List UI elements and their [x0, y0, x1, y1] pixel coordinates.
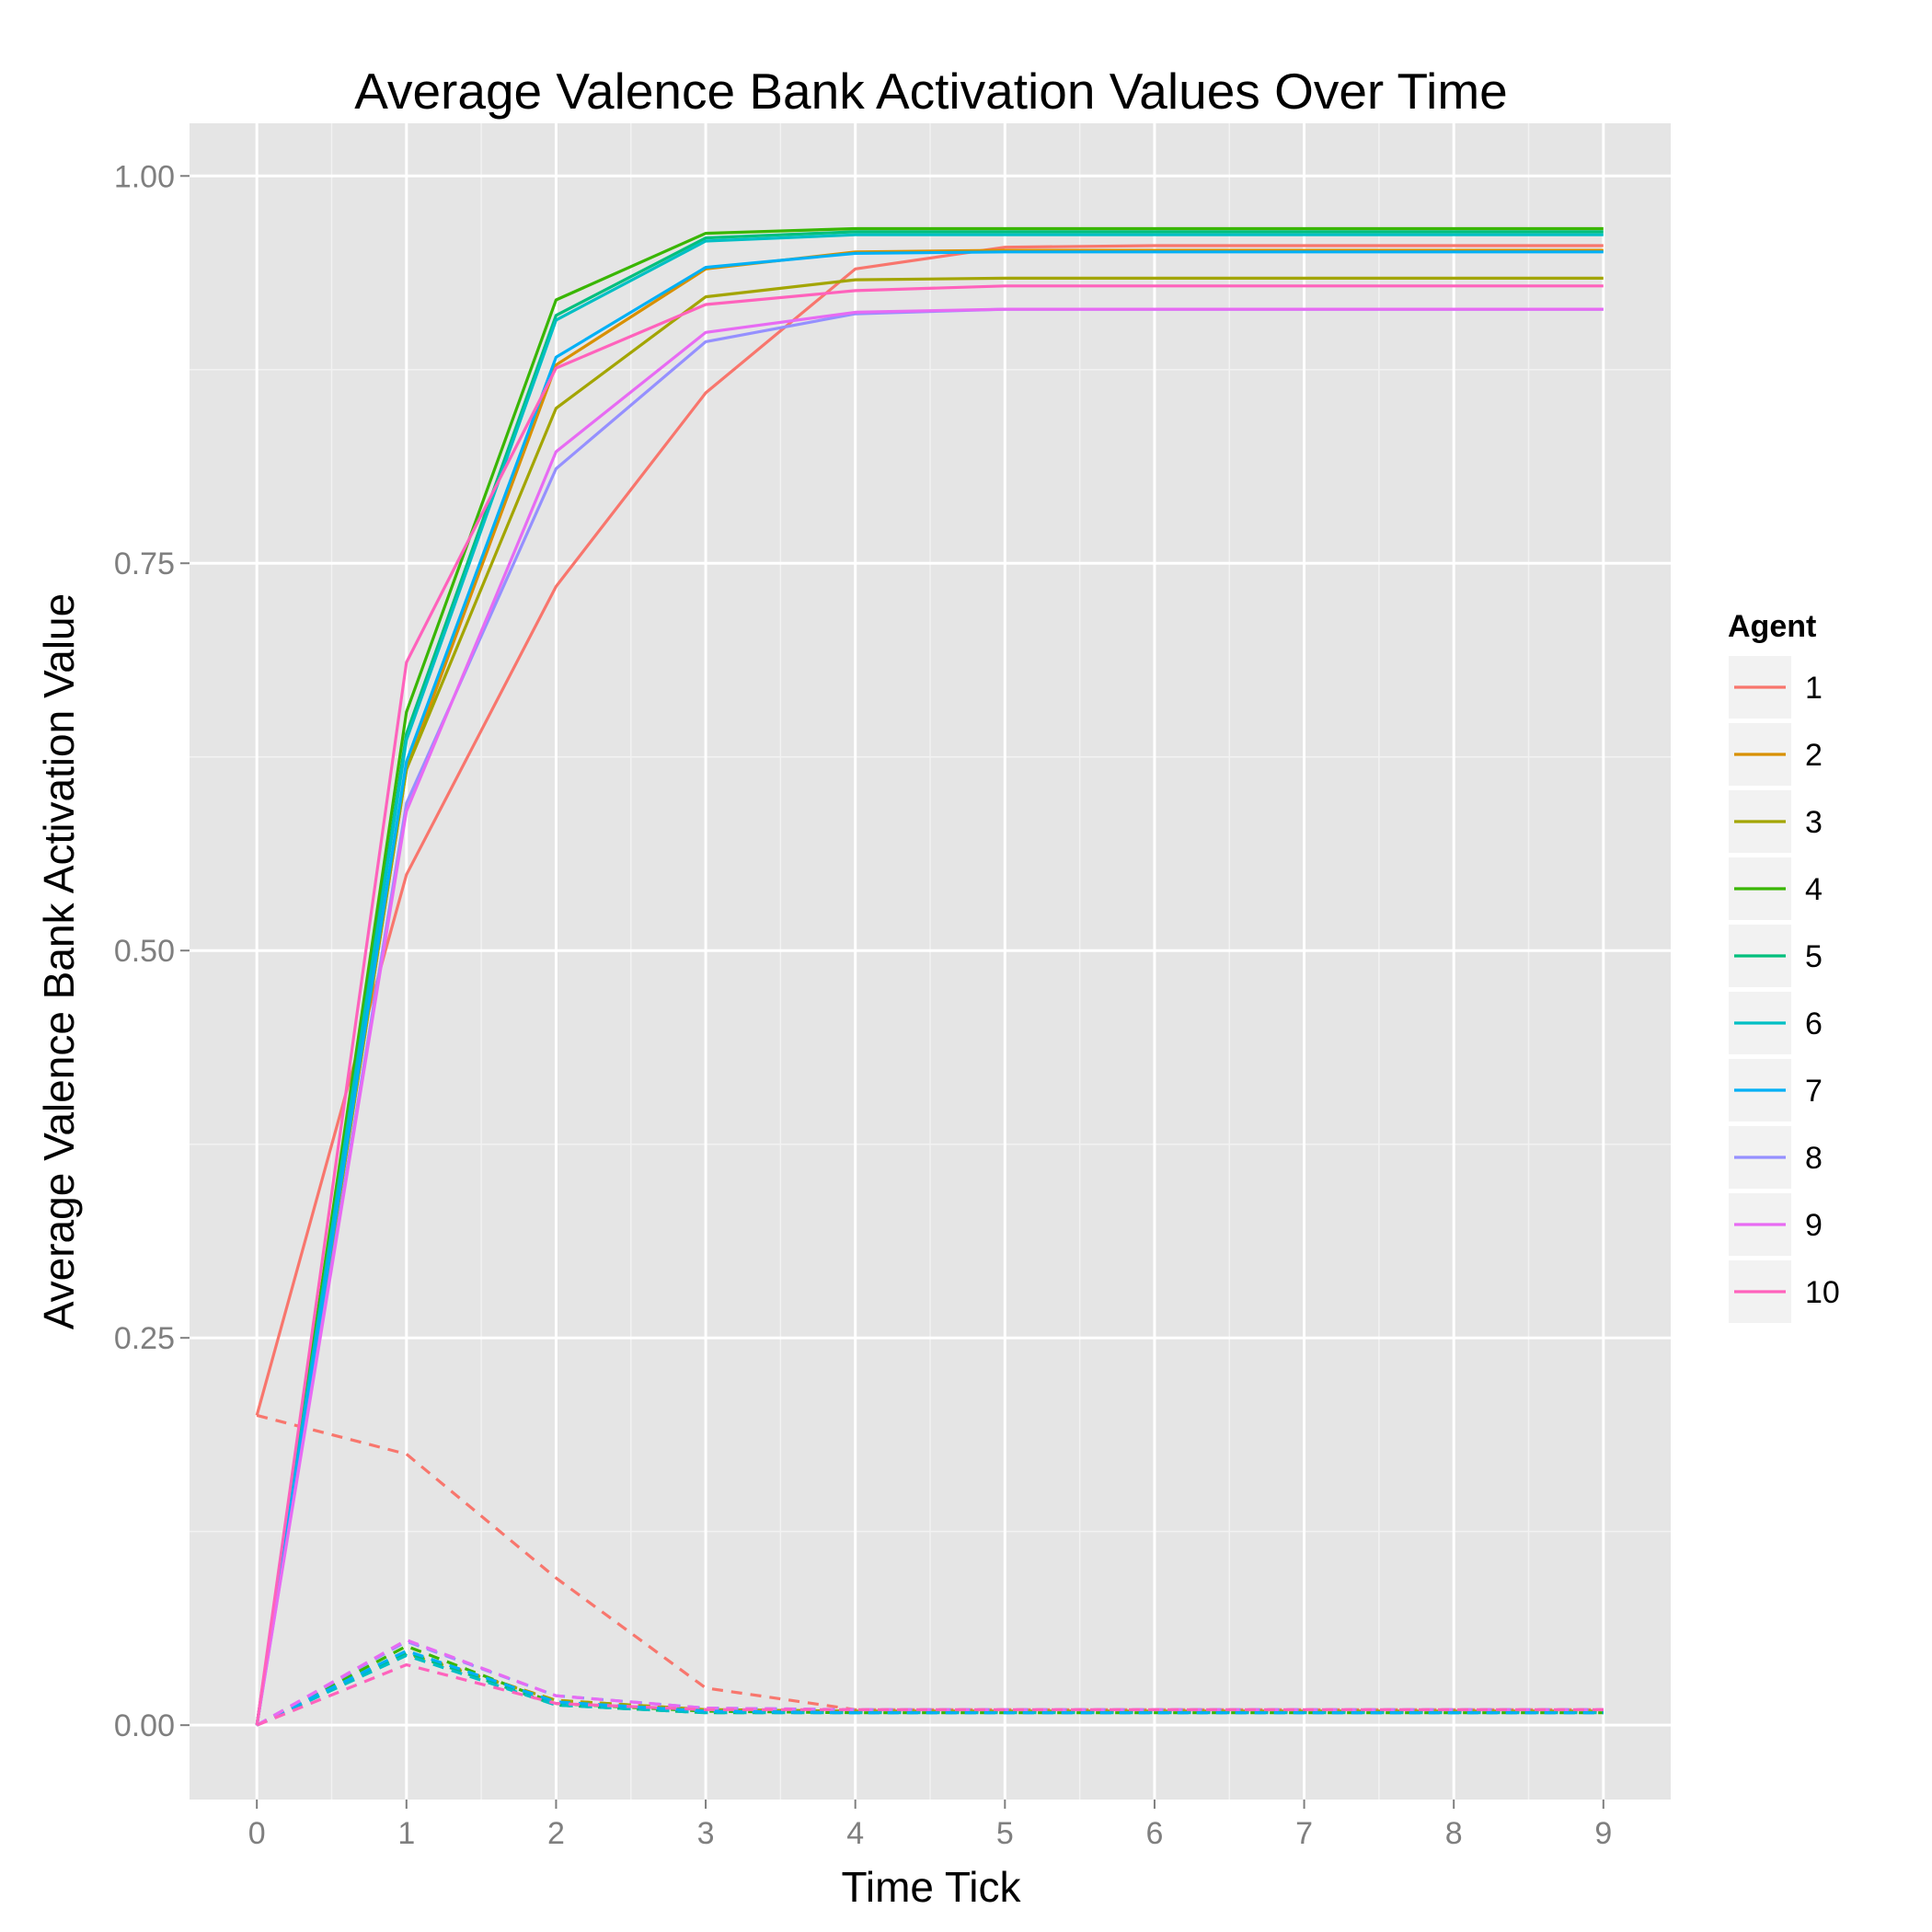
legend-label: 1 [1805, 671, 1823, 706]
legend-item-9: 9 [1727, 1191, 1823, 1258]
legend-item-7: 7 [1727, 1057, 1823, 1123]
series-1-solid-line [255, 244, 1604, 1416]
y-axis: 0.00 0.25 0.50 0.75 1.00 [114, 159, 190, 1743]
major-gridlines [190, 123, 1671, 1800]
series-10-solid-line [255, 284, 1604, 1726]
legend-item-1: 1 [1727, 654, 1823, 720]
y-tick-label: 0.00 [114, 1708, 175, 1743]
series-3-solid-line [255, 276, 1604, 1726]
x-axis-title: Time Tick [841, 1863, 1021, 1911]
series-2-solid-line [255, 248, 1604, 1726]
legend-title: Agent [1728, 609, 1816, 644]
legend: Agent 1 2 3 4 5 6 7 8 9 10 [1727, 609, 1840, 1325]
series-9-dashed-line [256, 1638, 1604, 1727]
series-3-dashed-line [256, 1652, 1604, 1727]
minor-gridlines [190, 123, 1671, 1800]
legend-label: 8 [1805, 1141, 1823, 1176]
x-tick-label: 6 [1145, 1816, 1163, 1851]
y-tick-label: 0.75 [114, 546, 175, 581]
chart-title: Average Valence Bank Activation Values O… [354, 63, 1507, 120]
legend-item-3: 3 [1727, 788, 1823, 855]
series-lines [255, 226, 1604, 1727]
x-tick-label: 8 [1445, 1816, 1463, 1851]
series-10-dashed-line [256, 1662, 1604, 1727]
legend-item-2: 2 [1727, 721, 1823, 788]
legend-label: 9 [1805, 1208, 1823, 1243]
legend-label: 6 [1805, 1006, 1823, 1041]
legend-item-5: 5 [1727, 923, 1823, 989]
legend-item-4: 4 [1727, 856, 1823, 922]
legend-item-8: 8 [1727, 1124, 1823, 1190]
y-axis-title: Average Valence Bank Activation Value [35, 593, 83, 1329]
legend-label: 3 [1805, 805, 1823, 840]
legend-label: 4 [1805, 872, 1823, 907]
series-7-dashed-line [256, 1649, 1604, 1727]
legend-label: 10 [1805, 1275, 1840, 1310]
legend-label: 7 [1805, 1074, 1823, 1109]
x-tick-label: 3 [697, 1816, 715, 1851]
legend-label: 2 [1805, 738, 1823, 773]
y-tick-label: 0.50 [114, 934, 175, 969]
series-4-solid-line [255, 226, 1604, 1726]
series-7-solid-line [255, 250, 1604, 1726]
x-tick-label: 0 [248, 1816, 266, 1851]
x-axis: 0 1 2 3 4 5 6 7 8 9 [248, 1800, 1612, 1851]
x-tick-label: 7 [1295, 1816, 1313, 1851]
x-tick-label: 5 [996, 1816, 1014, 1851]
x-tick-label: 2 [547, 1816, 565, 1851]
y-tick-label: 0.25 [114, 1321, 175, 1356]
legend-label: 5 [1805, 939, 1823, 974]
series-6-solid-line [255, 233, 1604, 1726]
x-tick-label: 4 [846, 1816, 864, 1851]
x-tick-label: 9 [1594, 1816, 1612, 1851]
x-tick-label: 1 [397, 1816, 415, 1851]
series-5-solid-line [255, 230, 1604, 1726]
legend-items: 1 2 3 4 5 6 7 8 9 10 [1727, 654, 1840, 1325]
legend-item-10: 10 [1727, 1259, 1840, 1325]
series-9-solid-line [255, 307, 1604, 1726]
legend-item-6: 6 [1727, 990, 1823, 1056]
y-tick-label: 1.00 [114, 159, 175, 194]
